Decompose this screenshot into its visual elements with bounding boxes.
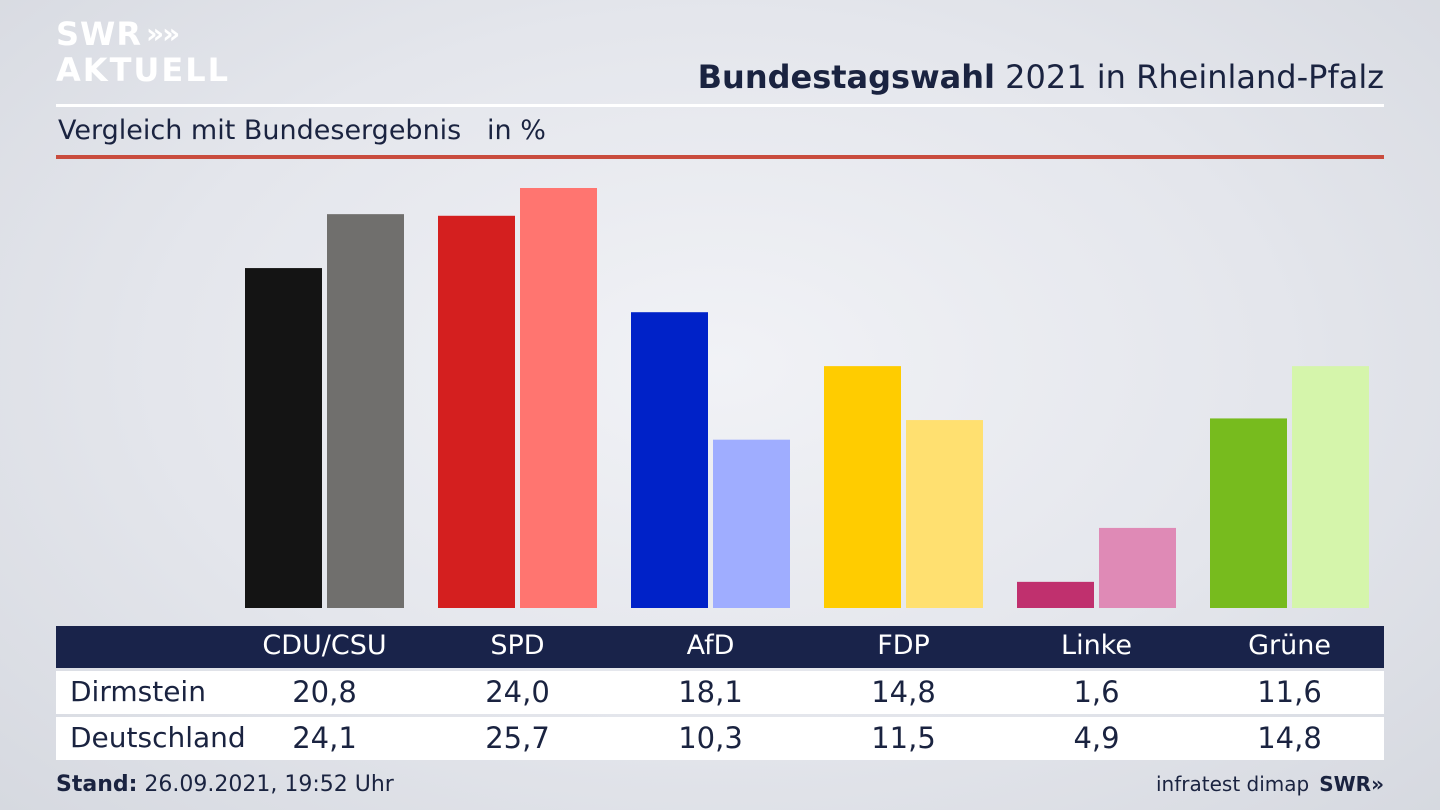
bar-gr-ne-dirmstein [1210,418,1287,608]
bar-linke-dirmstein [1017,581,1094,608]
bar-cdu-csu-deutschland [327,214,404,608]
value-dirmstein-linke: 1,6 [1073,675,1120,709]
title-rest: 2021 in Rheinland-Pfalz [1005,58,1384,96]
results-table: CDU/CSU SPD AfD FDP Linke Grüne Dirmstein 20,… [56,626,1384,760]
swr-aktuell-logo: SWR»» AKTUELL [56,18,230,86]
stand-label: Stand: [56,772,138,797]
chart-subtitle: Vergleich mit Bundesergebnis in % [58,115,546,146]
column-header-linke: Linke [1061,630,1132,661]
bar-cdu-csu-dirmstein [245,268,322,608]
subtitle-divider [56,155,1384,159]
value-dirmstein-gr-ne: 11,6 [1257,675,1322,709]
value-deutschland-fdp: 11,5 [871,721,936,755]
column-header-afd: AfD [686,630,735,661]
logo-aktuell-text: AKTUELL [56,51,231,89]
bar-linke-deutschland [1099,527,1176,608]
bar-gr-ne-deutschland [1292,366,1369,608]
logo-swr-text: SWR [56,15,142,53]
bar-fdp-dirmstein [824,366,901,608]
table-header-row: CDU/CSU SPD AfD FDP Linke Grüne [56,626,1384,668]
value-deutschland-gr-ne: 14,8 [1257,721,1322,755]
header-divider [56,104,1384,107]
page-title: Bundestagswahl 2021 in Rheinland-Pfalz [698,58,1384,96]
column-header-spd: SPD [490,630,545,661]
column-header-cdu-csu: CDU/CSU [262,630,387,661]
value-deutschland-cdu-csu: 24,1 [292,721,357,755]
bar-spd-deutschland [520,188,597,608]
stand-value: 26.09.2021, 19:52 Uhr [144,772,394,797]
table-row-dirmstein: Dirmstein 20,8 24,0 18,1 14,8 1,6 11,6 [56,671,1384,714]
source-text: infratest dimap [1156,772,1310,796]
value-deutschland-linke: 4,9 [1073,721,1120,755]
row-label-deutschland: Deutschland [70,721,246,754]
subtitle-unit: in % [487,115,546,146]
bar-afd-dirmstein [631,312,708,608]
value-dirmstein-cdu-csu: 20,8 [292,675,357,709]
swr-footer-logo: SWR» [1319,772,1384,796]
bar-fdp-deutschland [906,420,983,608]
bar-afd-deutschland [713,439,790,608]
value-deutschland-spd: 25,7 [485,721,550,755]
value-deutschland-afd: 10,3 [678,721,743,755]
title-bold: Bundestagswahl [697,58,995,96]
subtitle-text: Vergleich mit Bundesergebnis [58,115,462,146]
bar-spd-dirmstein [438,215,515,608]
source-credit: infratest dimap SWR» [1156,772,1384,796]
row-label-dirmstein: Dirmstein [70,675,206,708]
timestamp: Stand: 26.09.2021, 19:52 Uhr [56,772,394,797]
value-dirmstein-afd: 18,1 [678,675,743,709]
table-row-deutschland: Deutschland 24,1 25,7 10,3 11,5 4,9 14,8 [56,717,1384,760]
value-dirmstein-spd: 24,0 [485,675,550,709]
value-dirmstein-fdp: 14,8 [871,675,936,709]
column-header-fdp: FDP [877,630,930,661]
column-header-gr-ne: Grüne [1248,630,1331,661]
